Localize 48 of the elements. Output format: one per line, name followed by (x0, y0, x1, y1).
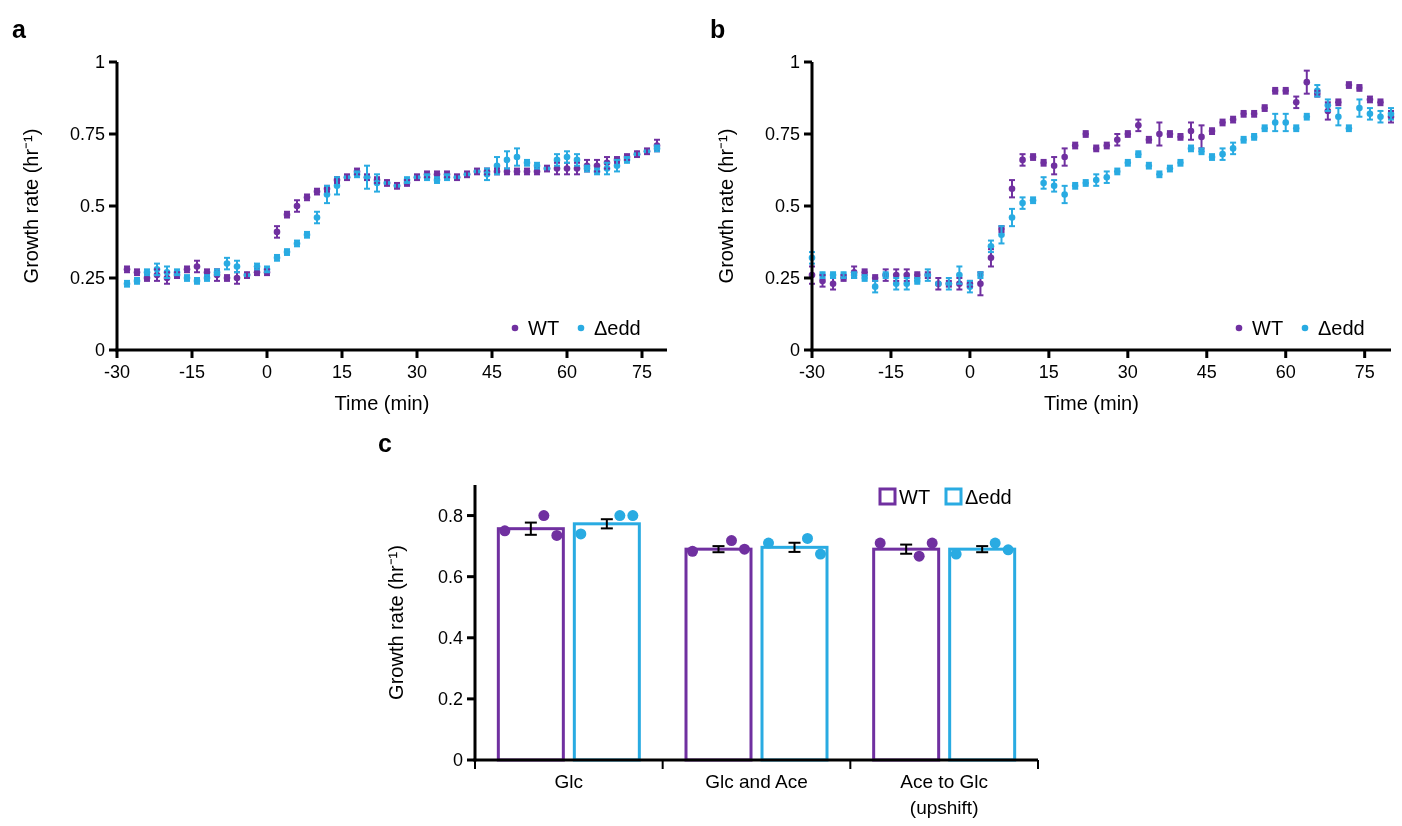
y-tick-label: 0.6 (437, 566, 463, 587)
x-tick-label: -15 (877, 362, 904, 382)
x-axis-title: Time (min) (334, 392, 430, 414)
legend-label: WT (899, 486, 931, 508)
x-tick-label: 15 (1038, 362, 1059, 382)
y-tick-label: 0.4 (437, 628, 463, 649)
x-tick-label: 45 (1196, 362, 1217, 382)
x-tick-label: 0 (964, 362, 975, 382)
legend-label: Δedd (1318, 317, 1365, 339)
y-tick-label: 0 (789, 340, 800, 361)
legend-label: Δedd (965, 486, 1012, 508)
y-tick-label: 0.75 (764, 124, 800, 145)
y-tick-label: 0 (452, 750, 463, 771)
y-tick-label: 0.75 (69, 124, 105, 145)
chart-title: c (378, 429, 392, 457)
y-tick-label: 1 (94, 52, 105, 73)
y-tick-label: 0.25 (764, 268, 800, 289)
y-tick-label: 0.5 (79, 196, 105, 217)
x-tick-label: 75 (1354, 362, 1375, 382)
y-tick-label: 0.8 (437, 505, 463, 526)
legend-label: WT (1252, 317, 1284, 339)
chart-title: a (12, 15, 27, 43)
y-axis-title: Growth rate (hr⁻¹) (385, 545, 407, 700)
x-tick-label: Glc and Ace (705, 771, 808, 792)
x-tick-label: 15 (331, 362, 353, 382)
x-tick-label: Glc (554, 771, 584, 792)
y-tick-label: 0 (94, 340, 105, 361)
x-tick-label: -30 (798, 362, 826, 382)
y-tick-label: 1 (789, 52, 800, 73)
x-tick-label: 60 (556, 362, 578, 382)
x-tick-label: -15 (178, 362, 206, 382)
x-tick-label: 60 (1275, 362, 1296, 382)
x-tick-label: -30 (103, 362, 131, 382)
x-tick-label: 30 (1117, 362, 1138, 382)
legend-label: Δedd (594, 317, 641, 339)
x-tick-label: 30 (406, 362, 428, 382)
legend-label: WT (528, 317, 560, 339)
chart-title: b (710, 15, 726, 43)
x-axis-title: Time (min) (1044, 392, 1139, 414)
y-axis-title: Growth rate (hr⁻¹) (715, 128, 737, 284)
x-tick-label: 75 (631, 362, 653, 382)
y-tick-label: 0.2 (437, 689, 463, 710)
x-tick-label: 45 (481, 362, 503, 382)
y-axis-title: Growth rate (hr⁻¹) (20, 128, 42, 284)
y-tick-label: 0.5 (774, 196, 800, 217)
x-tick-label: Ace to Glc (upshift) (900, 771, 988, 818)
x-tick-label: 0 (261, 362, 273, 382)
y-tick-label: 0.25 (69, 268, 105, 289)
